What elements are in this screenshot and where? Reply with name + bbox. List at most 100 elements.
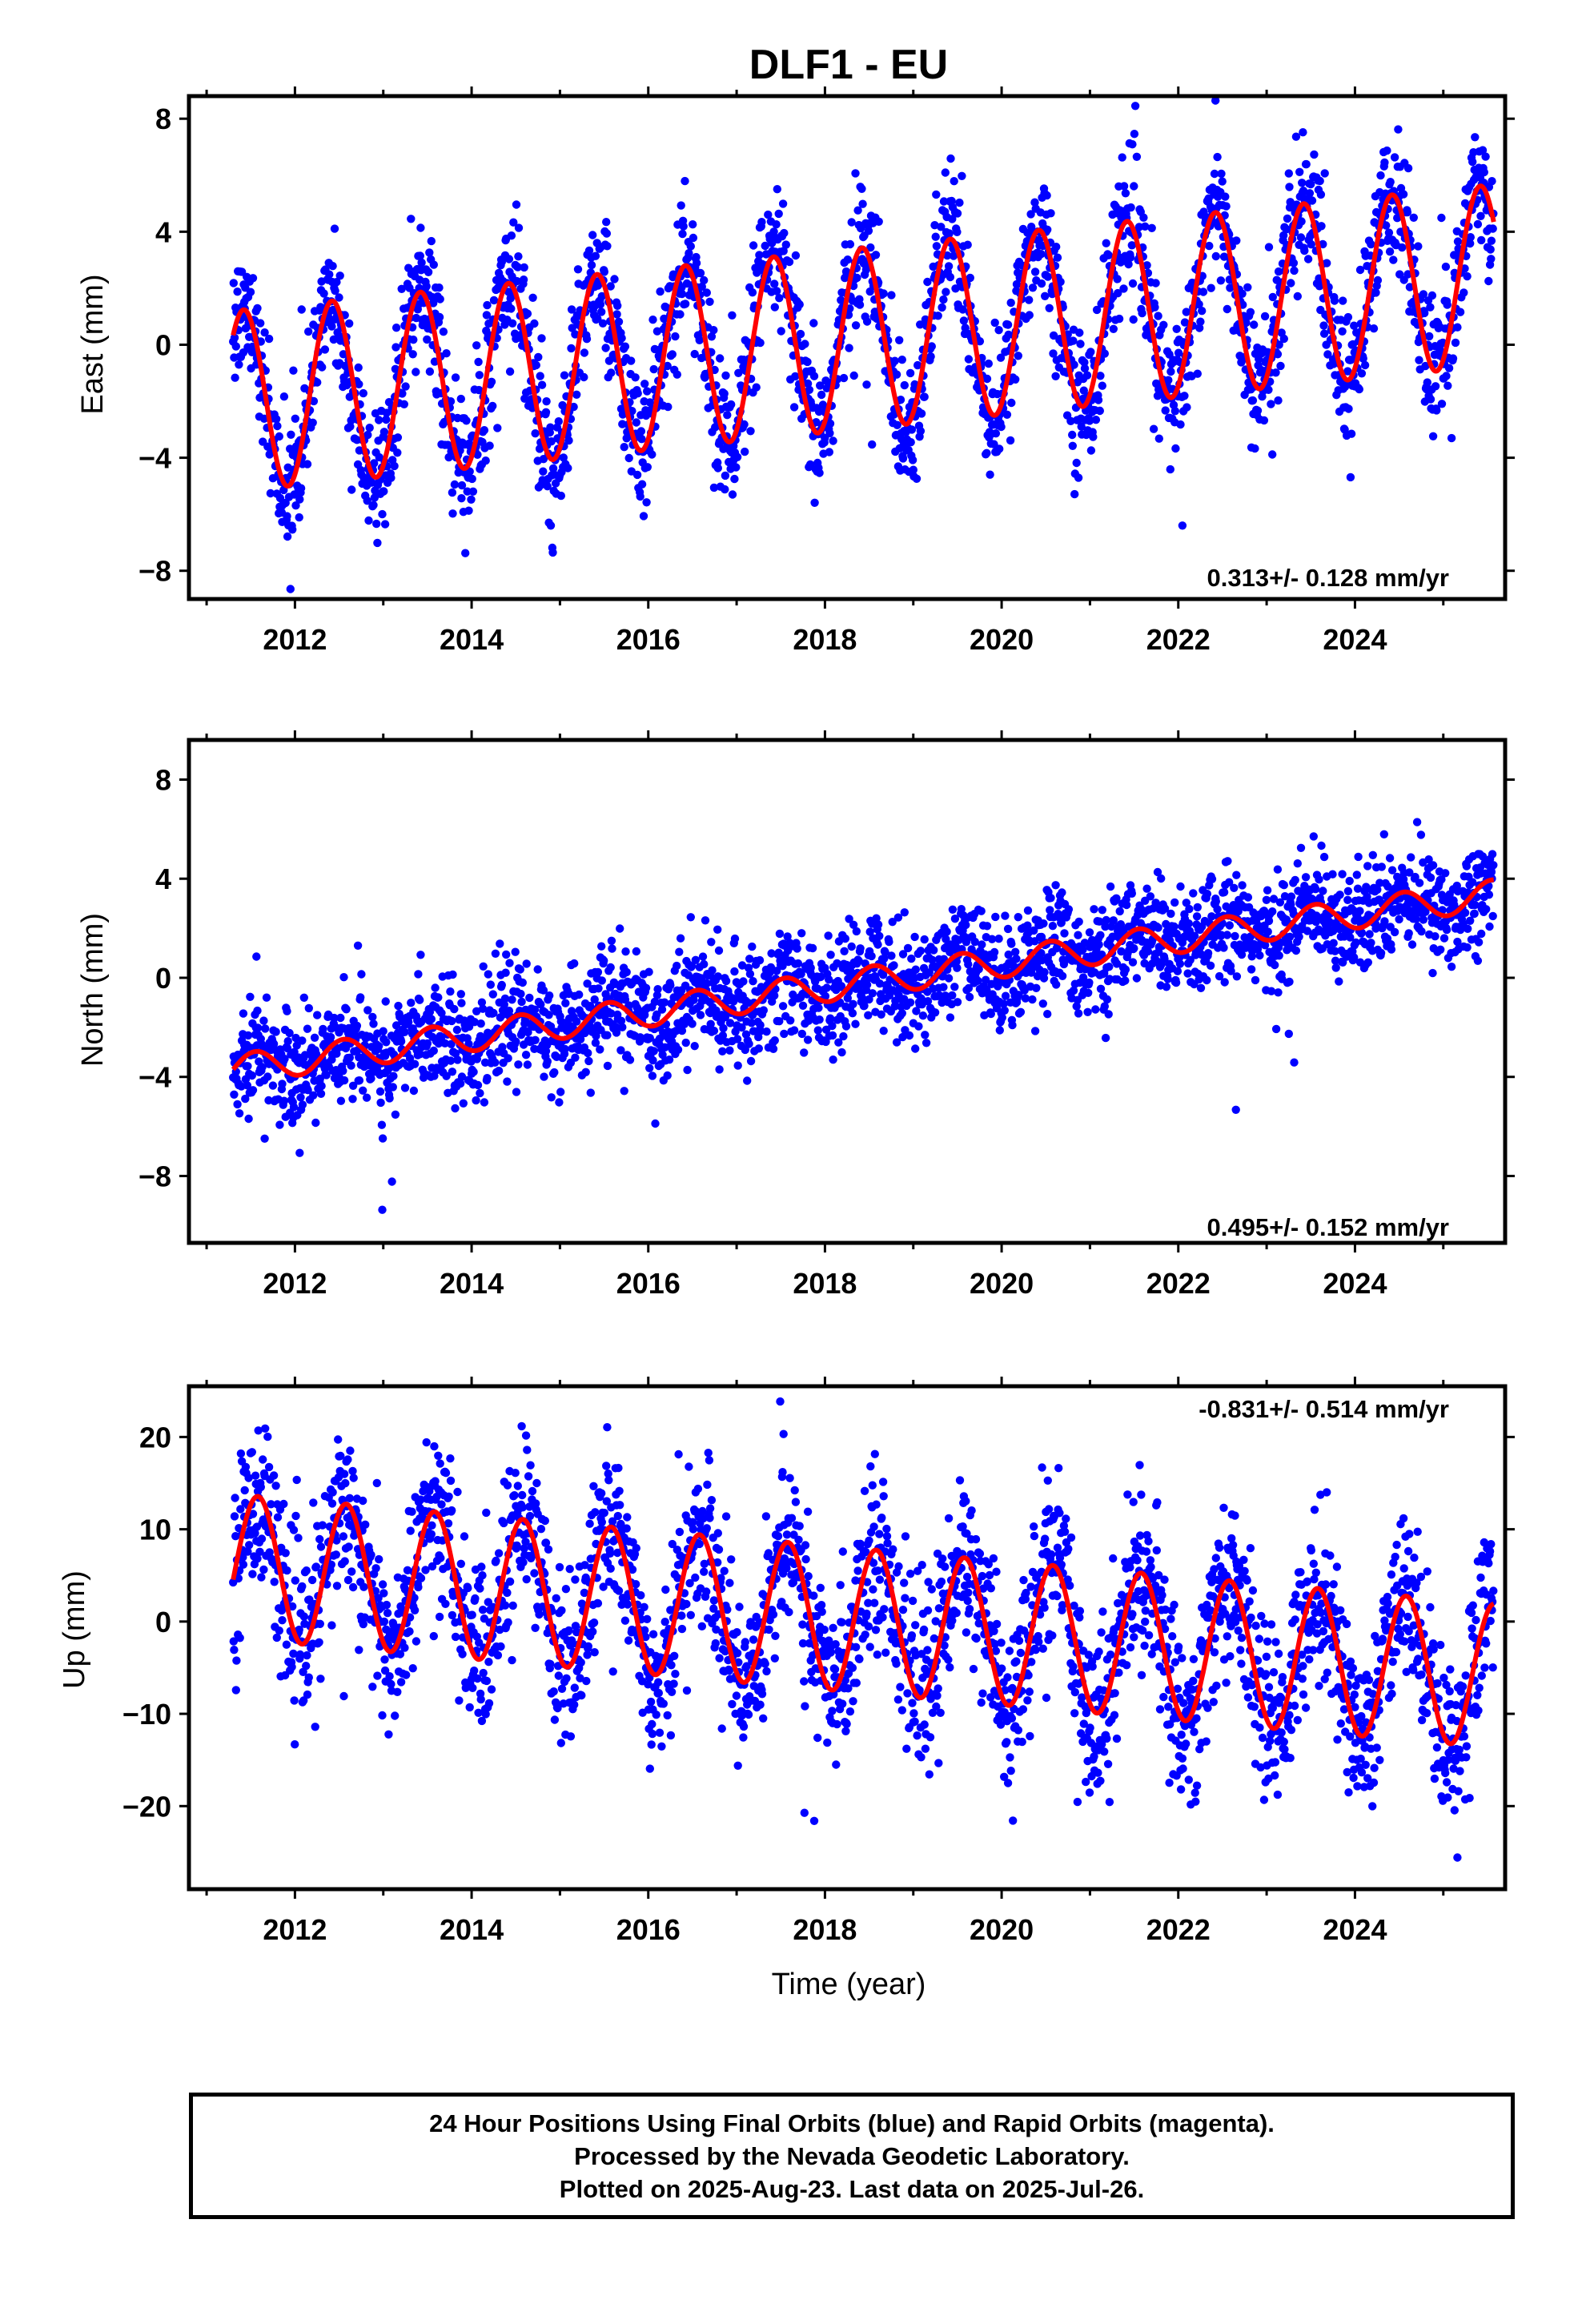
data-point [317, 1081, 326, 1091]
data-point [718, 1031, 728, 1040]
data-point [815, 468, 824, 477]
data-point [1319, 321, 1328, 330]
data-point [530, 319, 539, 328]
data-point [737, 1023, 746, 1032]
data-point [425, 367, 435, 376]
data-point [484, 970, 492, 979]
data-point [1006, 436, 1015, 445]
data-point [914, 1022, 923, 1031]
data-point [652, 1010, 661, 1019]
data-point [1046, 906, 1054, 915]
data-point [814, 1003, 823, 1012]
data-point [1207, 912, 1216, 921]
data-point [1343, 367, 1352, 376]
data-point [1033, 971, 1042, 981]
data-point [1339, 296, 1347, 305]
data-point [733, 1035, 742, 1043]
data-point [862, 317, 872, 326]
data-point [1303, 255, 1313, 263]
data-point [1211, 897, 1221, 907]
data-point [828, 1021, 837, 1031]
x-tick-label: 2022 [1146, 623, 1211, 656]
data-point [235, 360, 243, 369]
data-point [1213, 152, 1222, 162]
data-point [429, 260, 438, 269]
data-point [1102, 239, 1110, 247]
data-point [1207, 875, 1217, 884]
data-point [1253, 406, 1263, 415]
data-point [262, 993, 271, 1002]
data-point [926, 352, 935, 361]
data-point [1477, 235, 1486, 245]
data-point [391, 324, 401, 332]
data-point [841, 1022, 851, 1031]
data-point [677, 289, 687, 299]
data-point [770, 303, 779, 312]
data-point [456, 394, 465, 404]
data-point [1223, 931, 1232, 939]
plot-frame-east [187, 94, 1508, 601]
data-point [308, 418, 317, 427]
data-point [273, 421, 282, 431]
data-point [841, 934, 850, 943]
data-point [369, 1019, 378, 1028]
data-point [502, 950, 511, 959]
data-point [518, 978, 527, 987]
data-point [986, 1009, 996, 1019]
data-point [1109, 916, 1118, 925]
data-point [1331, 947, 1339, 955]
data-point [505, 367, 515, 376]
data-point [1359, 354, 1367, 363]
data-point [1160, 904, 1170, 913]
data-point [1305, 189, 1315, 198]
data-point [1182, 899, 1191, 907]
data-point [586, 1088, 595, 1097]
data-point [1355, 265, 1365, 275]
data-point [858, 199, 867, 208]
data-point [1160, 955, 1169, 963]
data-point [569, 402, 578, 412]
data-point [451, 1049, 460, 1058]
data-point [1045, 304, 1054, 312]
data-point [319, 289, 328, 298]
data-point [1420, 308, 1429, 318]
data-point [817, 390, 826, 400]
data-point [299, 993, 308, 1003]
data-point [478, 1004, 488, 1013]
data-point [1460, 288, 1468, 297]
data-point [982, 922, 992, 931]
data-point [327, 322, 336, 331]
data-point [791, 251, 801, 260]
data-point [1311, 885, 1320, 894]
data-point [1078, 973, 1088, 982]
data-point [1112, 894, 1121, 903]
data-point [953, 227, 962, 236]
data-point [957, 905, 966, 914]
data-point [1295, 167, 1304, 176]
data-point [1032, 983, 1041, 993]
data-point [1350, 321, 1359, 330]
data-point [539, 986, 548, 995]
data-point [1345, 876, 1354, 886]
data-point [1431, 382, 1440, 391]
data-point [719, 1023, 728, 1033]
data-point [491, 1058, 500, 1068]
data-point [1002, 410, 1012, 419]
data-point [514, 223, 524, 232]
data-point [1301, 873, 1311, 882]
data-point [974, 965, 983, 974]
data-point [1146, 892, 1155, 901]
data-point [352, 1021, 362, 1031]
data-point [893, 420, 901, 429]
data-point [1190, 931, 1199, 940]
data-point [618, 1023, 627, 1031]
data-point [616, 924, 624, 933]
data-point [822, 983, 831, 992]
data-point [1382, 221, 1391, 230]
data-point [895, 336, 904, 344]
data-point [472, 341, 481, 350]
data-point [1223, 304, 1232, 314]
data-point [732, 463, 741, 472]
data-point [1487, 236, 1496, 245]
data-point [1089, 432, 1098, 441]
